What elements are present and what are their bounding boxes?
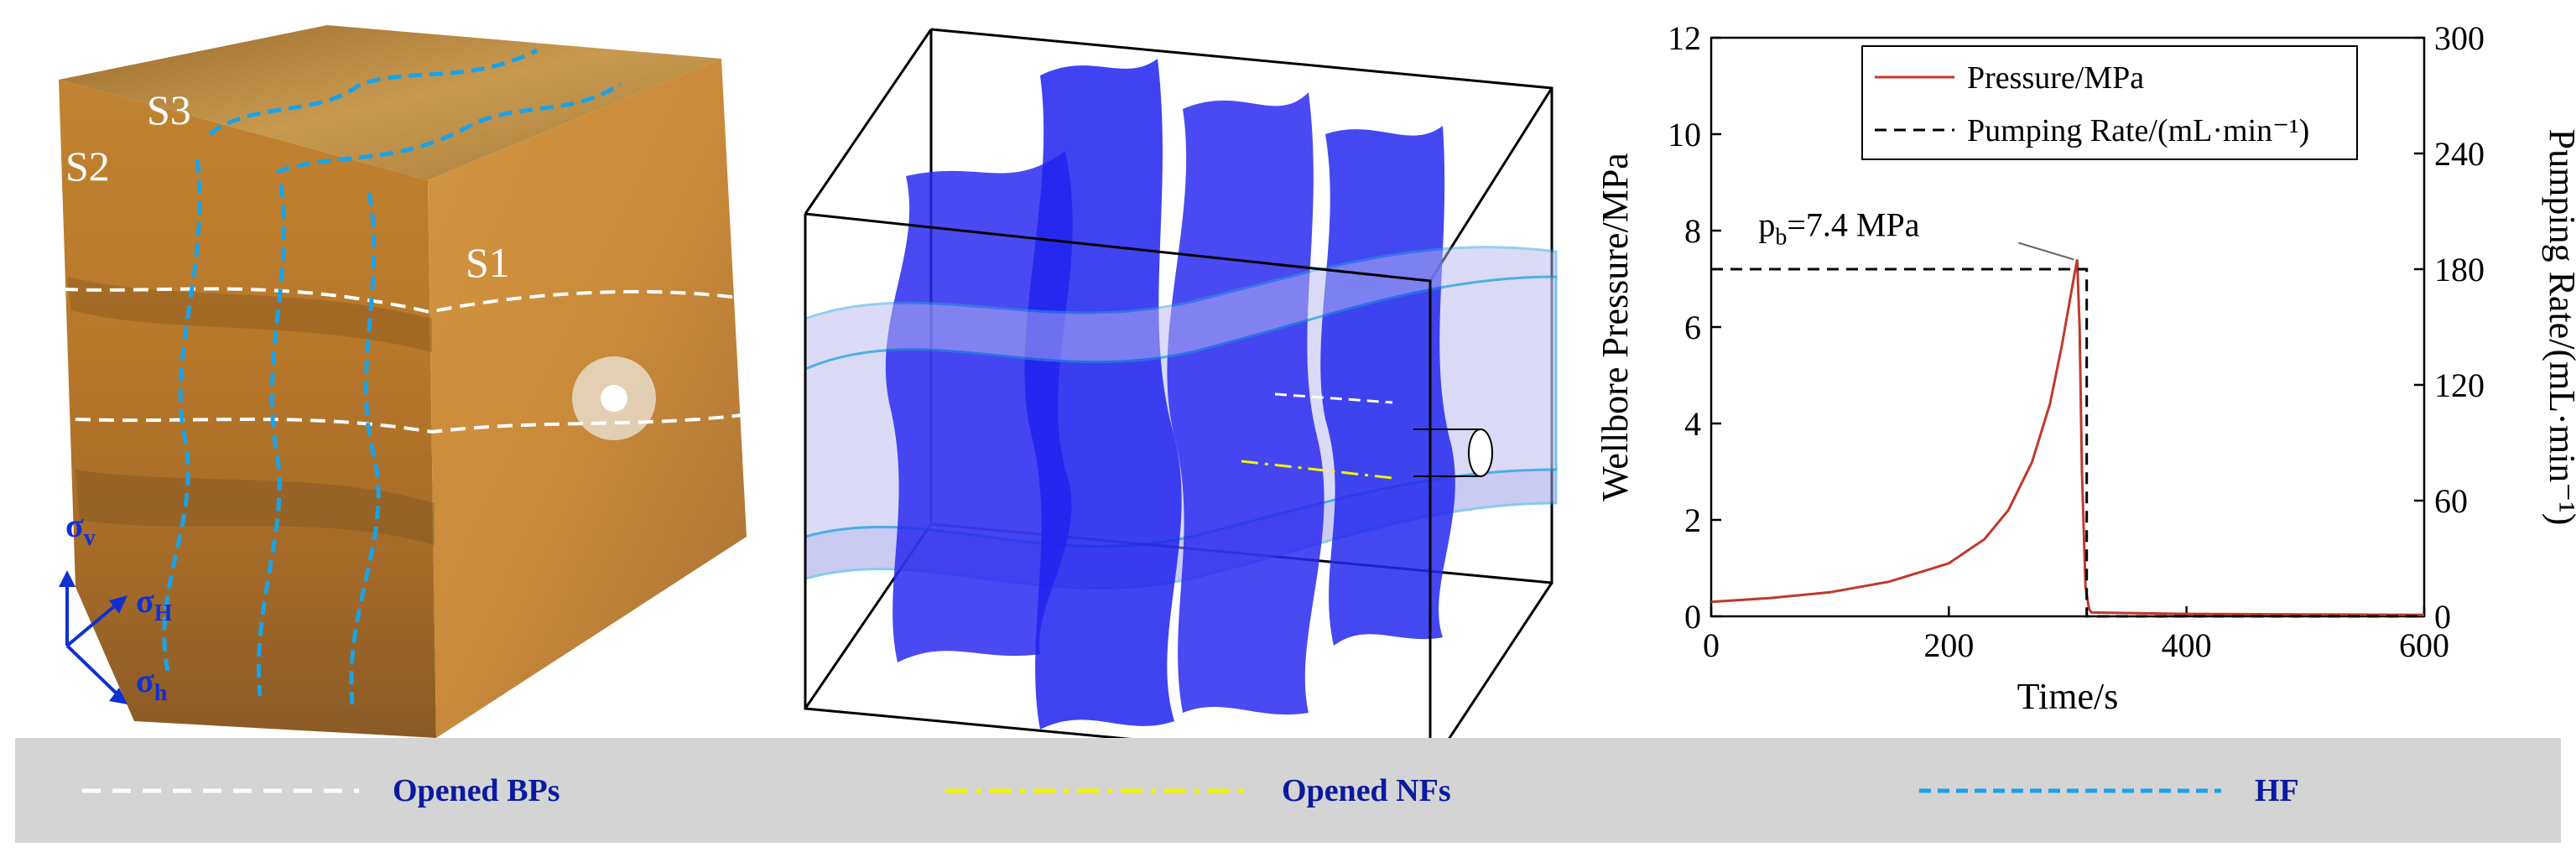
y-left-tick-label: 8 bbox=[1684, 212, 1701, 250]
y-axis-left-label: Wellbore Pressure/MPa bbox=[1595, 153, 1636, 501]
face-label-s1: S1 bbox=[466, 239, 510, 286]
hf-surface bbox=[1024, 59, 1182, 730]
wellbore-cylinder bbox=[1468, 428, 1493, 477]
annotation-peak-pressure: pb=7.4 MPa bbox=[1758, 206, 1919, 251]
y-left-tick-label: 4 bbox=[1684, 405, 1701, 443]
face-label-s2: S2 bbox=[65, 143, 110, 190]
hf-surface bbox=[885, 151, 1073, 662]
y-left-tick-label: 10 bbox=[1668, 116, 1701, 153]
legend-label-opened-bps: Opened BPs bbox=[393, 772, 560, 808]
fracture-model-panel bbox=[788, 0, 1577, 769]
legend-item-opened-nfs: Opened NFs bbox=[946, 738, 1451, 843]
figure-legend-bar: Opened BPs Opened NFs HF bbox=[15, 738, 2561, 843]
cube-top-face bbox=[59, 25, 721, 180]
series-line-pressure bbox=[1710, 259, 2425, 616]
y-right-tick-label: 0 bbox=[2434, 598, 2451, 636]
hf-trace bbox=[257, 184, 286, 697]
legend-item-opened-bps: Opened BPs bbox=[82, 738, 560, 843]
x-tick-label: 600 bbox=[2399, 626, 2449, 664]
face-label-s3: S3 bbox=[147, 86, 191, 133]
legend-swatch-hf bbox=[1919, 788, 2221, 792]
x-axis-label: Time/s bbox=[2017, 676, 2119, 717]
y-axis-right-label: Pumping Rate/(mL·min⁻¹) bbox=[2542, 129, 2576, 526]
hf-trace bbox=[276, 81, 622, 174]
hf-trace bbox=[349, 192, 381, 705]
y-left-tick-label: 6 bbox=[1684, 309, 1701, 346]
hf-trace bbox=[208, 48, 539, 136]
hf-surface bbox=[1320, 126, 1455, 646]
chart-legend: Pressure/MPa Pumping Rate/(mL·min⁻¹) bbox=[1861, 45, 2358, 160]
legend-swatch-opened-nfs bbox=[946, 788, 1248, 792]
y-right-tick-label: 180 bbox=[2434, 251, 2485, 288]
sigma-h-subscript: h bbox=[154, 680, 168, 706]
bedding-plane-surface bbox=[804, 246, 1558, 371]
y-right-tick-label: 300 bbox=[2434, 19, 2485, 57]
x-tick-label: 400 bbox=[2162, 626, 2212, 664]
y-left-tick-label: 2 bbox=[1684, 501, 1701, 539]
x-tick-label: 200 bbox=[1923, 626, 1974, 664]
y-right-tick-label: 60 bbox=[2434, 482, 2468, 520]
fracture-model-3d bbox=[804, 28, 1558, 769]
opened-nf-trace bbox=[1241, 460, 1393, 480]
pressure-chart-panel: 0 200 400 600 0 2 4 6 8 10 12 0 60 120 180 240 300 pb=7.… bbox=[1585, 0, 2576, 738]
legend-label-opened-nfs: Opened NFs bbox=[1282, 772, 1451, 808]
x-tick-label: 0 bbox=[1703, 626, 1720, 664]
cube-left-face bbox=[59, 80, 436, 738]
legend-label-hf: HF bbox=[2255, 772, 2299, 808]
annotation-leader bbox=[2018, 242, 2074, 261]
plot-area bbox=[1710, 36, 2426, 618]
y-right-tick-label: 240 bbox=[2434, 135, 2485, 173]
legend-label-pressure: Pressure/MPa bbox=[1967, 60, 2144, 96]
opened-bp-trace bbox=[62, 287, 739, 314]
y-left-tick-label: 12 bbox=[1668, 19, 1701, 57]
sigma-H-subscript: H bbox=[154, 600, 173, 626]
y-right-tick-label: 120 bbox=[2434, 366, 2485, 404]
legend-swatch-opened-bps bbox=[82, 788, 359, 792]
specimen-photo: S3 S2 S1 σv σH σh bbox=[59, 25, 747, 738]
legend-item-hf: HF bbox=[1919, 738, 2299, 843]
specimen-photo-panel: S3 S2 S1 σv σH σh bbox=[0, 0, 780, 738]
hf-trace bbox=[162, 158, 202, 672]
sigma-v-subscript: v bbox=[84, 525, 96, 551]
y-left-tick-label: 0 bbox=[1684, 598, 1701, 636]
legend-label-pumping: Pumping Rate/(mL·min⁻¹) bbox=[1967, 113, 2309, 148]
series-line-pumping-rate bbox=[1711, 267, 2424, 618]
hf-surface bbox=[1167, 92, 1324, 715]
